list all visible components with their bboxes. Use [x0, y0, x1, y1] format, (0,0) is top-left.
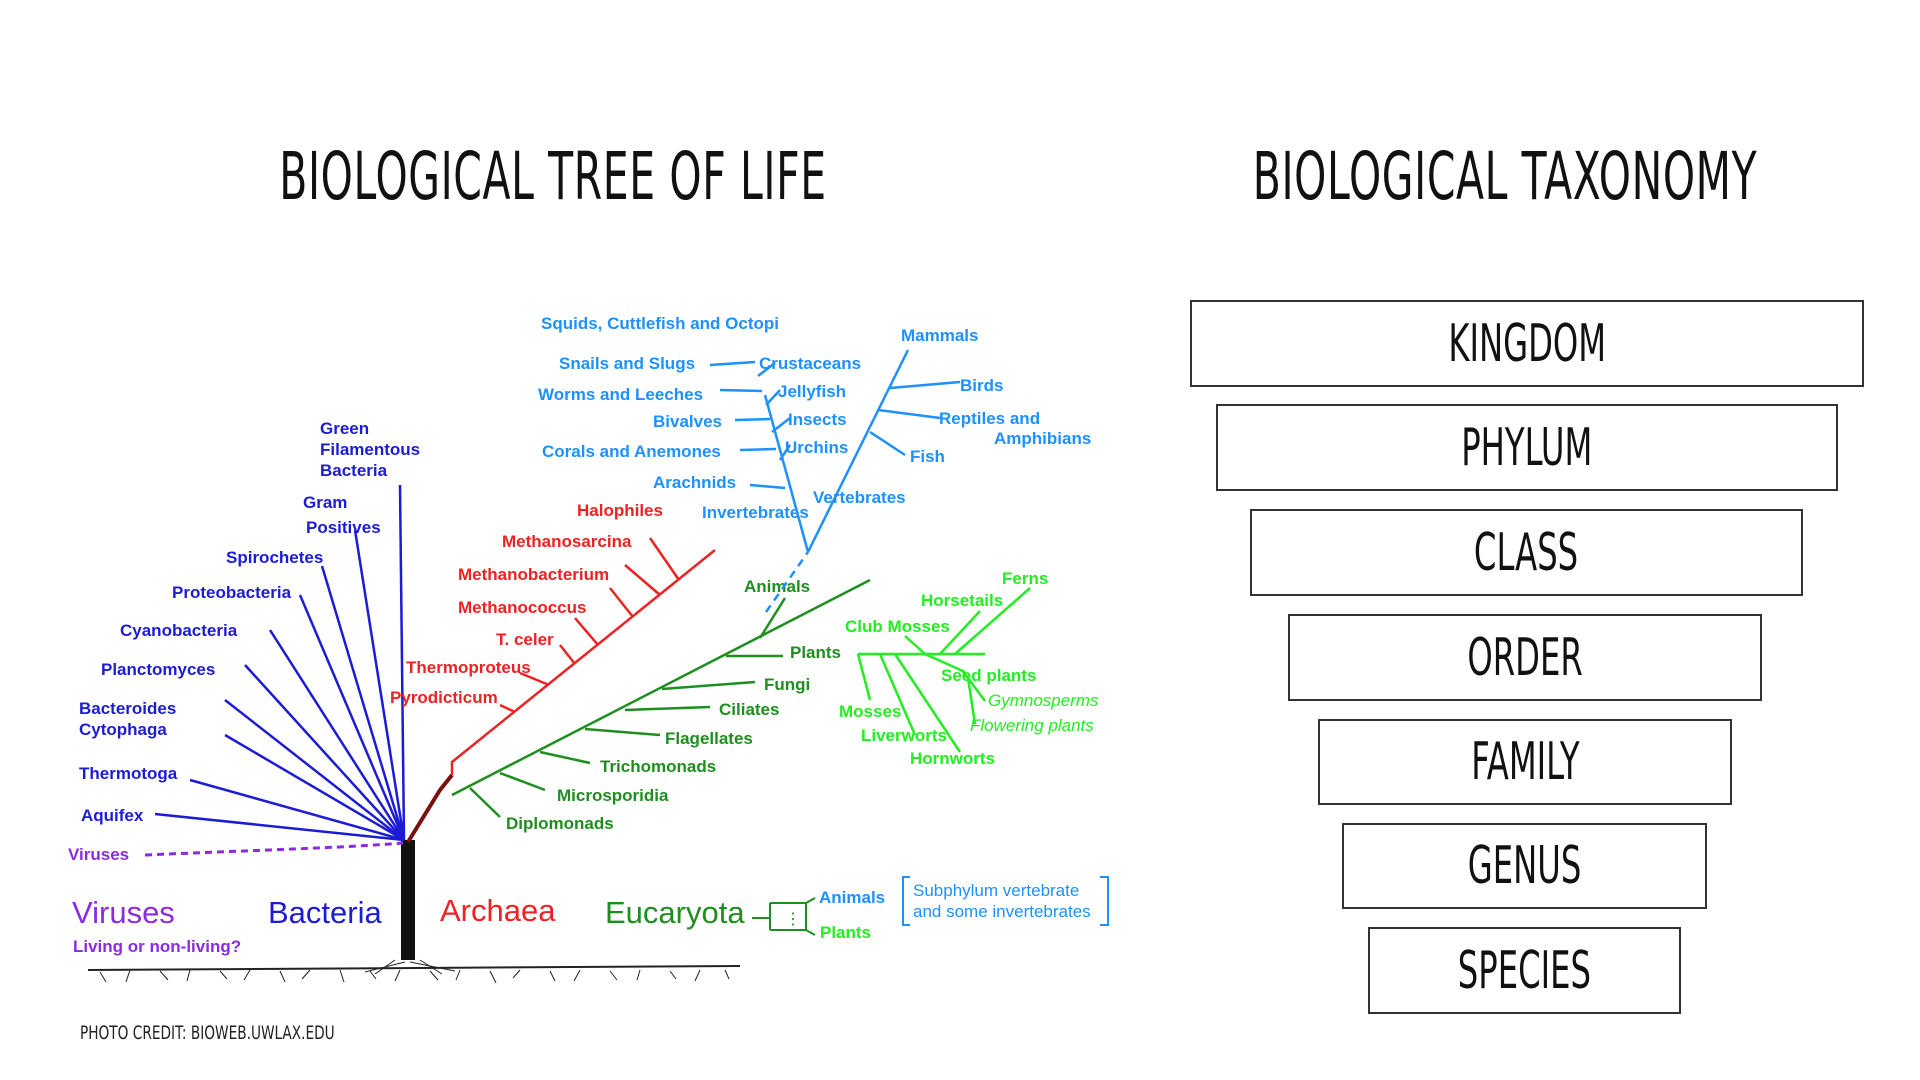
eucarya-branches [451, 578, 871, 818]
plants-label: Club Mosses [845, 617, 950, 636]
animals-label: Vertebrates [813, 488, 906, 507]
rank-label: GENUS [1467, 836, 1582, 896]
archaea-label: Methanosarcina [502, 532, 632, 551]
animals-label: Corals and Anemones [542, 442, 721, 461]
eucarya-label: Fungi [764, 675, 810, 694]
domain-eucaryota: Eucaryota [605, 895, 745, 930]
bacteria-label: Aquifex [81, 806, 144, 825]
legend-note-line1: Subphylum vertebrate [913, 881, 1079, 900]
eucarya-label: Animals [744, 577, 810, 596]
bacteria-label: Filamentous [320, 440, 420, 459]
legend-note-line2: and some invertebrates [913, 902, 1091, 921]
bacteria-label: Cyanobacteria [120, 621, 238, 640]
eucaryota-legend: ⋮ Animals Plants Subphylum vertebrate an… [752, 876, 1109, 942]
bacteria-label: Gram [303, 493, 347, 512]
rank-kingdom: KINGDOM [1190, 300, 1864, 387]
domain-viruses: Viruses [72, 895, 175, 930]
eucarya-label: Plants [790, 643, 841, 662]
eucarya-labels: Animals Plants Fungi Ciliates Flagellate… [506, 577, 841, 833]
bacteria-label: Bacteria [320, 461, 388, 480]
plants-branches [856, 587, 1031, 753]
plants-label: Seed plants [941, 666, 1036, 685]
bacteria-label: Bacteroides [79, 699, 176, 718]
animals-label: Jellyfish [778, 382, 846, 401]
bacteria-label: Thermotoga [79, 764, 178, 783]
archaea-branches [450, 537, 716, 775]
eucarya-label: Ciliates [719, 700, 779, 719]
animals-label: Arachnids [653, 473, 736, 492]
tree-of-life-title: BIOLOGICAL TREE OF LIFE [279, 138, 827, 215]
archaea-labels: Halophiles Methanosarcina Methanobacteri… [390, 501, 663, 707]
animals-label: Invertebrates [702, 503, 809, 522]
plants-label: Liverworts [861, 726, 947, 745]
archaea-label: Methanococcus [458, 598, 586, 617]
eucarya-label: Trichomonads [600, 757, 716, 776]
rank-class: CLASS [1250, 509, 1803, 596]
animals-label: Birds [960, 376, 1003, 395]
taxonomy-title: BIOLOGICAL TAXONOMY [1252, 138, 1758, 215]
archaea-label: T. celer [496, 630, 554, 649]
rank-genus: GENUS [1342, 823, 1707, 909]
plants-label: Gymnosperms [988, 691, 1099, 710]
rank-label: FAMILY [1470, 732, 1580, 792]
bacteria-label: Green [320, 419, 369, 438]
legend-plants: Plants [820, 923, 871, 942]
archaea-label: Methanobacterium [458, 565, 609, 584]
animals-label: Fish [910, 447, 945, 466]
archaea-label: Pyrodicticum [390, 688, 498, 707]
plants-label: Ferns [1002, 569, 1048, 588]
bacteria-label: Planctomyces [101, 660, 215, 679]
bacteria-label: Spirochetes [226, 548, 323, 567]
plants-label: Flowering plants [970, 716, 1094, 735]
rank-order: ORDER [1288, 614, 1762, 701]
archaea-label: Halophiles [577, 501, 663, 520]
bacteria-label: Positives [306, 518, 381, 537]
domain-archaea: Archaea [440, 893, 556, 928]
rank-label: ORDER [1467, 627, 1583, 688]
rank-label: PHYLUM [1461, 417, 1593, 478]
animals-label: Worms and Leeches [538, 385, 703, 404]
rank-label: KINGDOM [1448, 313, 1606, 374]
viruses-note: Living or non-living? [73, 937, 241, 956]
rank-family: FAMILY [1318, 719, 1732, 805]
archaea-label: Thermoproteus [406, 658, 531, 677]
bacteria-branches [154, 484, 406, 842]
animals-label: Mammals [901, 326, 978, 345]
animals-labels: Squids, Cuttlefish and Octopi Snails and… [538, 314, 1091, 522]
trunk [401, 773, 454, 960]
animals-label: Crustaceans [759, 354, 861, 373]
roots [87, 959, 741, 984]
legend-animals: Animals [819, 888, 885, 907]
plants-label: Mosses [839, 702, 901, 721]
bacteria-label: Proteobacteria [172, 583, 292, 602]
domain-labels: Viruses Living or non-living? Bacteria A… [72, 893, 745, 956]
eucarya-label: Flagellates [665, 729, 753, 748]
rank-label: CLASS [1474, 522, 1579, 583]
legend-ellipsis: ⋮ [785, 911, 801, 928]
bacteria-labels: Green Filamentous Bacteria Gram Positive… [79, 419, 420, 825]
animals-label: Amphibians [994, 429, 1091, 448]
plants-label: Horsetails [921, 591, 1003, 610]
animals-branches [709, 349, 961, 613]
animals-label: Reptiles and [939, 409, 1040, 428]
animals-label: Bivalves [653, 412, 722, 431]
domain-bacteria: Bacteria [268, 895, 382, 930]
tree-of-life-diagram: Viruses Green Filamentous Bacteria Gram … [68, 314, 1109, 984]
plants-label: Hornworts [910, 749, 995, 768]
animals-label: Insects [788, 410, 847, 429]
viruses-branch: Viruses [68, 841, 404, 864]
animals-label: Urchins [785, 438, 848, 457]
rank-phylum: PHYLUM [1216, 404, 1838, 491]
eucarya-label: Microsporidia [557, 786, 669, 805]
eucarya-label: Diplomonads [506, 814, 614, 833]
photo-credit: PHOTO CREDIT: BIOWEB.UWLAX.EDU [80, 1022, 335, 1044]
animals-label: Snails and Slugs [559, 354, 695, 373]
plants-labels: Ferns Horsetails Club Mosses Seed plants… [839, 569, 1099, 768]
viruses-branch-label: Viruses [68, 845, 129, 864]
animals-label: Squids, Cuttlefish and Octopi [541, 314, 779, 333]
rank-label: SPECIES [1457, 940, 1592, 1001]
rank-species: SPECIES [1368, 927, 1681, 1014]
bacteria-label: Cytophaga [79, 720, 167, 739]
